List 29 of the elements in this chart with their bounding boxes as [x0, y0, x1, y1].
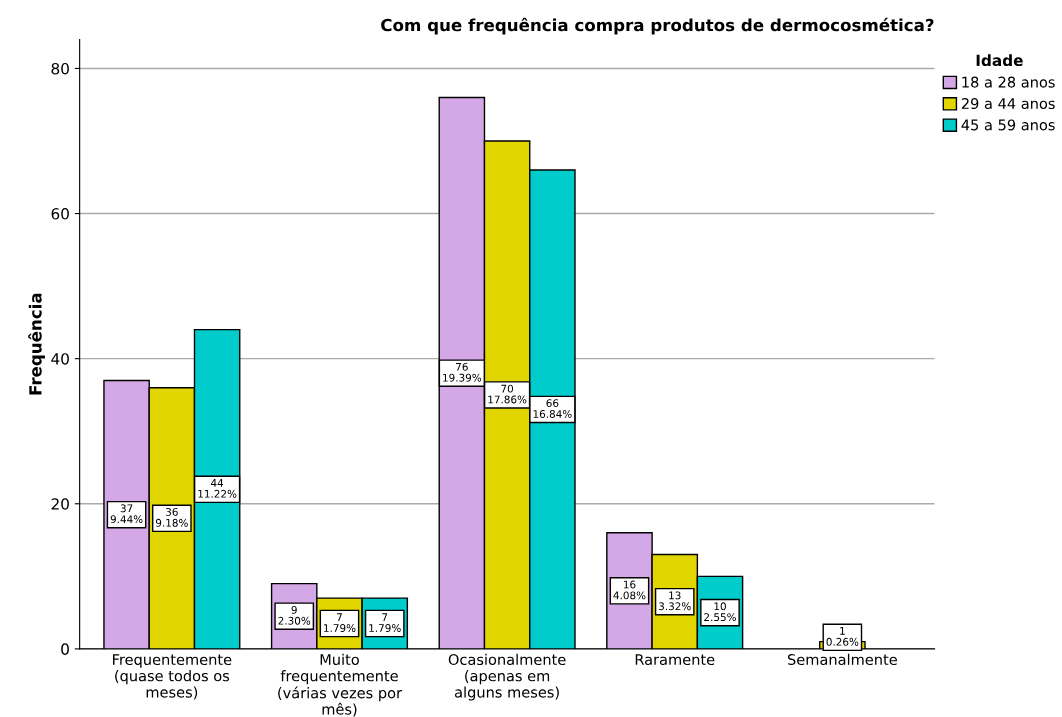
y-tick-label: 0	[61, 643, 69, 655]
legend-label: 29 a 44 anos	[961, 98, 1055, 110]
chart-title: Com que frequência compra produtos de dermocosmética?	[381, 17, 934, 35]
legend-label: 18 a 28 anos	[962, 76, 1055, 88]
legend-label: 45 a 59 anos	[961, 119, 1055, 131]
data-label: 9 2.30%	[278, 605, 311, 625]
x-tick-label: Semanalmente	[787, 653, 897, 666]
x-tick-label: Frequentemente (quase todos os meses)	[113, 654, 232, 700]
y-tick-label: 20	[51, 498, 69, 510]
data-label: 7 1.79%	[324, 613, 356, 632]
data-label: 10 2.55%	[704, 602, 736, 622]
data-label: 37 9.44%	[110, 504, 143, 524]
data-label: 66 16.84%	[533, 399, 572, 418]
data-label: 16 4.08%	[613, 580, 646, 600]
y-tick-label: 40	[51, 353, 69, 365]
x-tick-label: Ocasionalmente (apenas em alguns meses)	[448, 653, 566, 701]
x-tick-label: Raramente	[635, 654, 715, 666]
y-axis-title: Frequência	[28, 293, 45, 395]
data-label: 36 9.18%	[155, 508, 188, 527]
data-label: 1 0.26%	[826, 627, 859, 646]
data-label: 44 11.22%	[198, 479, 237, 498]
x-tick-label: Muito frequentemente (várias vezes por mês)	[278, 653, 403, 717]
data-label: 70 17.86%	[488, 384, 527, 404]
y-tick-label: 80	[51, 62, 69, 75]
legend-title: Idade	[976, 54, 1023, 67]
data-label: 13 3.32%	[658, 591, 691, 611]
data-label: 76 19.39%	[443, 362, 482, 382]
data-label: 7 1.79%	[369, 613, 401, 632]
y-tick-label: 60	[51, 208, 69, 220]
